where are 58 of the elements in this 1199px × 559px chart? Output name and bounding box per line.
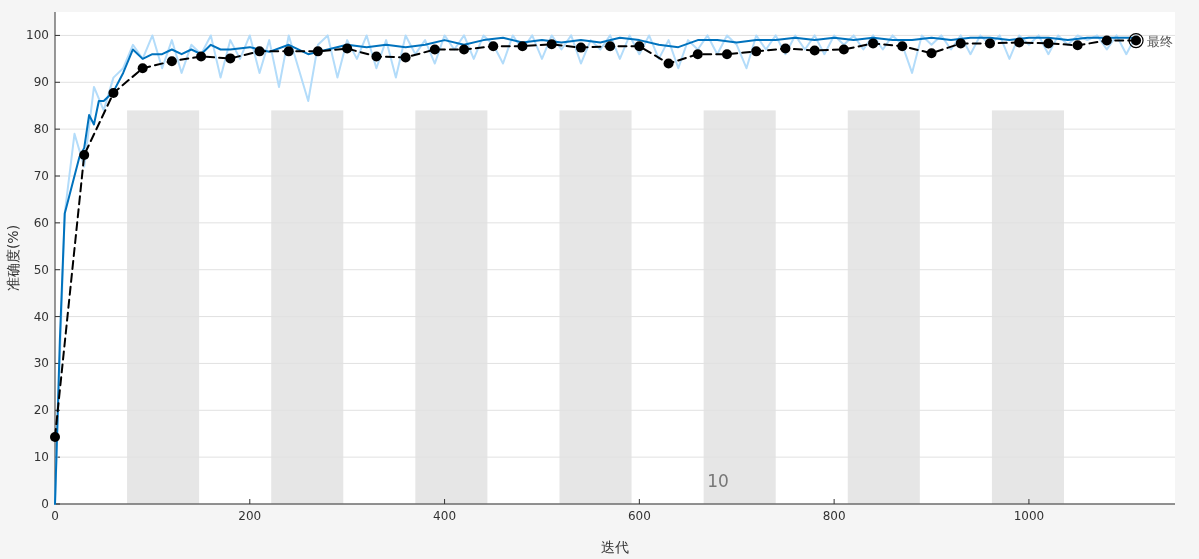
point [926, 48, 937, 59]
y-tick-label: 0 [41, 497, 49, 511]
y-tick-label: 100 [26, 28, 49, 43]
point [283, 46, 294, 57]
point [225, 53, 236, 64]
x-tick-label: 1000 [1013, 509, 1045, 523]
point [196, 51, 207, 62]
y-tick-label: 60 [33, 215, 49, 230]
y-tick-label: 80 [33, 122, 49, 137]
x-tick-label: 0 [51, 509, 59, 523]
point [838, 44, 849, 55]
point [166, 56, 177, 67]
point [137, 63, 148, 74]
point [575, 42, 586, 53]
point [254, 46, 265, 57]
point [79, 149, 90, 160]
point [342, 43, 353, 54]
point [751, 46, 762, 57]
y-tick-label: 40 [33, 309, 49, 324]
point [955, 38, 966, 49]
point [1014, 37, 1025, 48]
point [897, 41, 908, 52]
point [546, 39, 557, 50]
point [312, 46, 323, 57]
point [50, 431, 60, 442]
point [1072, 40, 1083, 51]
y-tick-label: 90 [33, 75, 49, 90]
annotation: 最终 [1147, 33, 1174, 49]
x-tick-label: 800 [822, 509, 846, 523]
point [517, 41, 528, 52]
point [459, 44, 470, 55]
y-axis-title: 准确度(%) [5, 224, 21, 292]
x-axis-title: 迭代 [601, 539, 629, 555]
point [429, 44, 440, 55]
point [605, 41, 616, 52]
point [809, 45, 820, 56]
annotation: 10 [707, 470, 729, 491]
y-tick-label: 70 [33, 169, 49, 183]
point [108, 88, 119, 99]
point [722, 49, 732, 60]
point [868, 38, 879, 49]
y-tick-label: 50 [33, 262, 49, 277]
point [780, 43, 791, 54]
x-tick-label: 200 [238, 509, 262, 523]
point [984, 38, 995, 49]
point [634, 41, 645, 52]
y-tick-label: 20 [33, 403, 49, 418]
point [488, 41, 499, 52]
y-tick-label: 30 [33, 356, 49, 371]
point [1101, 35, 1112, 46]
x-tick-label: 400 [433, 509, 457, 523]
y-tick-label: 10 [33, 450, 49, 465]
point [692, 49, 703, 60]
point [400, 52, 411, 63]
point [371, 51, 382, 62]
x-tick-label: 600 [627, 509, 651, 523]
point [663, 58, 674, 69]
point [1043, 38, 1054, 49]
